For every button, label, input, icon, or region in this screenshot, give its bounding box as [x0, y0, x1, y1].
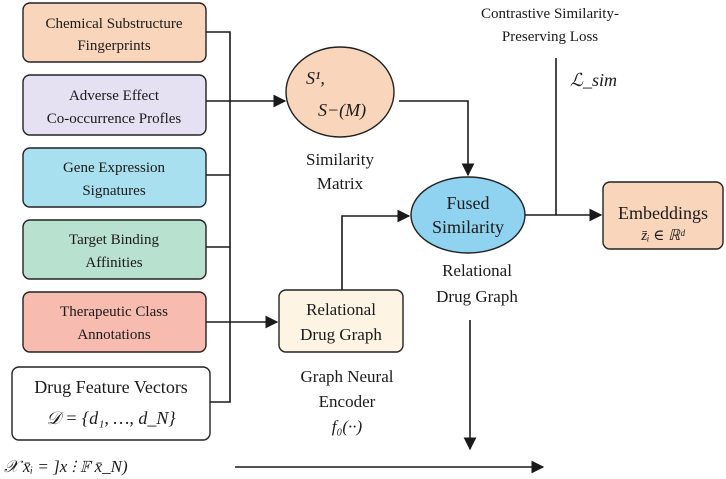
svg-text:Drug Feature Vectors: Drug Feature Vectors	[34, 377, 188, 397]
connector-bus	[206, 31, 231, 403]
svg-text:Similarity: Similarity	[432, 217, 504, 237]
arrow-similarity-to-fused	[399, 100, 475, 177]
fused-similarity-node: Fused Similarity	[410, 176, 526, 254]
encoder-caption: Graph Neural	[301, 367, 394, 386]
svg-text:Embeddings: Embeddings	[618, 203, 708, 223]
svg-text:Drug Graph: Drug Graph	[300, 325, 382, 344]
source-box-therapeutic-class: Therapeutic Class Annotations	[22, 291, 207, 353]
source-box-target-binding: Target Binding Affinities	[22, 219, 207, 280]
svg-text:Gene Expression: Gene Expression	[63, 160, 166, 176]
encoder-function: f₀(··)	[332, 417, 363, 436]
drug-feature-vectors-box: Drug Feature Vectors 𝒟 = {d₁, …, d_N}	[11, 366, 211, 441]
fused-caption: Drug Graph	[436, 287, 518, 306]
svg-text:S¹,: S¹,	[306, 68, 325, 88]
similarity-matrix-node: S¹, S−(M)	[285, 46, 395, 138]
svg-text:Annotations: Annotations	[77, 327, 150, 343]
svg-text:Target Binding: Target Binding	[69, 232, 159, 248]
svg-text:𝒟 = {d₁, …, d_N}: 𝒟 = {d₁, …, d_N}	[46, 408, 176, 428]
svg-text:Signatures: Signatures	[82, 183, 145, 199]
svg-text:Fingerprints: Fingerprints	[77, 38, 150, 54]
relational-drug-graph-box: Relational Drug Graph	[278, 289, 404, 353]
loss-symbol: ℒ_sim	[570, 70, 617, 90]
loss-title: Contrastive Similarity-	[481, 6, 619, 22]
source-box-chemical: Chemical Substructure Fingerprints	[22, 2, 207, 63]
svg-text:Co-occurrence Profles: Co-occurrence Profles	[47, 111, 182, 127]
svg-text:z̄ᵢ ∈ ℝᵈ: z̄ᵢ ∈ ℝᵈ	[640, 228, 686, 244]
svg-text:Fused: Fused	[446, 193, 489, 213]
svg-text:Adverse Effect: Adverse Effect	[69, 88, 160, 104]
fused-caption: Relational	[442, 261, 512, 280]
encoder-caption: Encoder	[319, 392, 376, 411]
bottom-formula: 𝒳 x̄ᵢ = ]x ⫶ 𝔽 x̄_N)	[4, 457, 128, 476]
similarity-caption: Matrix	[317, 174, 364, 193]
source-box-gene-expression: Gene Expression Signatures	[22, 147, 207, 208]
svg-text:Therapeutic Class: Therapeutic Class	[60, 304, 168, 320]
svg-text:Affinities: Affinities	[85, 255, 142, 271]
similarity-caption: Similarity	[306, 150, 375, 169]
svg-text:S−(M): S−(M)	[318, 100, 366, 121]
svg-text:Relational: Relational	[306, 300, 376, 319]
arrow-graph-to-fused	[341, 209, 411, 290]
svg-text:Chemical Substructure: Chemical Substructure	[45, 16, 182, 32]
loss-title: Preserving Loss	[502, 29, 598, 45]
embeddings-box: Embeddings z̄ᵢ ∈ ℝᵈ	[602, 181, 724, 250]
source-box-adverse-effect: Adverse Effect Co-occurrence Profles	[22, 74, 207, 136]
